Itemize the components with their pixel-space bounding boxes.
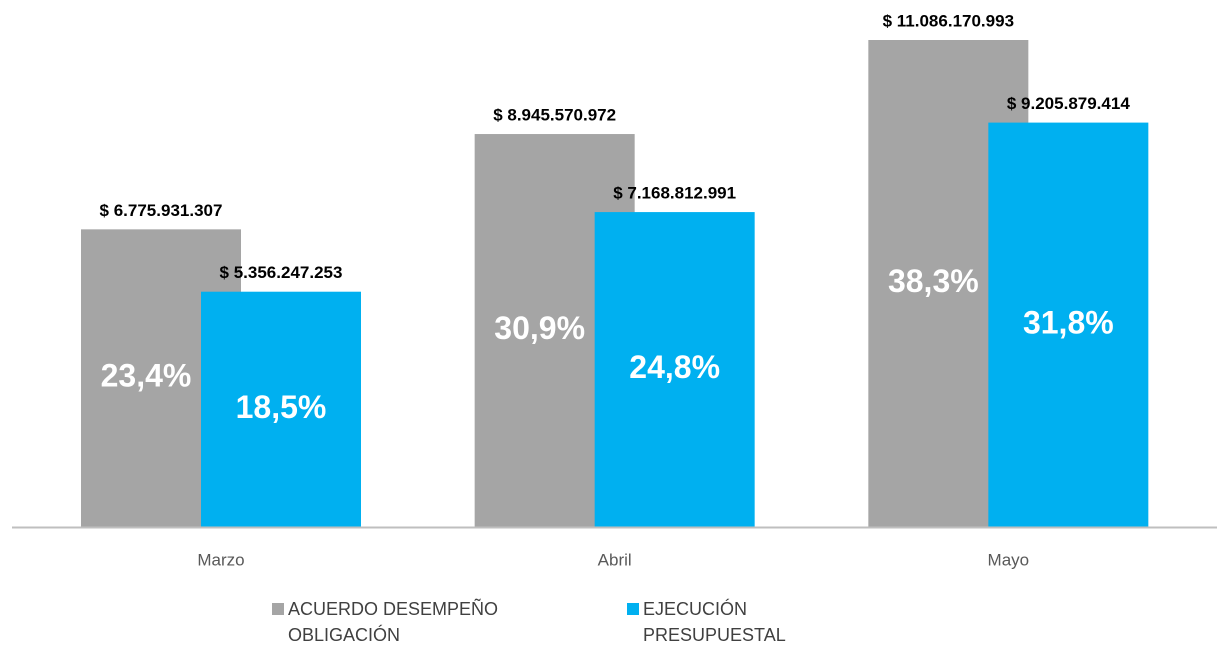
legend-label: EJECUCIÓN PRESUPUESTAL OBLIGACIÓN xyxy=(643,599,786,645)
legend-item: ACUERDO DESEMPEÑO OBLIGACIÓN xyxy=(272,596,538,648)
value-label: $ 7.168.812.991 xyxy=(613,184,736,203)
value-label: $ 5.356.247.253 xyxy=(220,263,343,282)
bar xyxy=(201,291,361,527)
value-label: $ 11.086.170.993 xyxy=(883,11,1014,30)
percent-label: 23,4% xyxy=(101,358,192,394)
legend-swatch xyxy=(627,603,639,615)
x-tick-label: Marzo xyxy=(197,550,244,569)
value-label: $ 6.775.931.307 xyxy=(100,201,223,220)
legend-label: ACUERDO DESEMPEÑO OBLIGACIÓN xyxy=(288,599,499,645)
percent-label: 30,9% xyxy=(494,310,585,346)
legend-swatch xyxy=(272,603,284,615)
bar xyxy=(988,122,1149,528)
value-label: $ 8.945.570.972 xyxy=(493,106,616,125)
bar xyxy=(594,212,755,528)
percent-label: 38,3% xyxy=(888,263,979,299)
x-tick-label: Mayo xyxy=(988,550,1030,569)
legend-item: EJECUCIÓN PRESUPUESTAL OBLIGACIÓN xyxy=(627,596,893,649)
percent-label: 24,8% xyxy=(629,349,720,385)
value-label: $ 9.205.879.414 xyxy=(1007,94,1130,113)
x-tick-label: Abril xyxy=(598,550,632,569)
percent-label: 18,5% xyxy=(236,389,327,425)
plot: Marzo $ 6.775.931.307 23,4% $ 5.356.247.253… xyxy=(12,11,1217,569)
percent-label: 31,8% xyxy=(1023,304,1114,340)
